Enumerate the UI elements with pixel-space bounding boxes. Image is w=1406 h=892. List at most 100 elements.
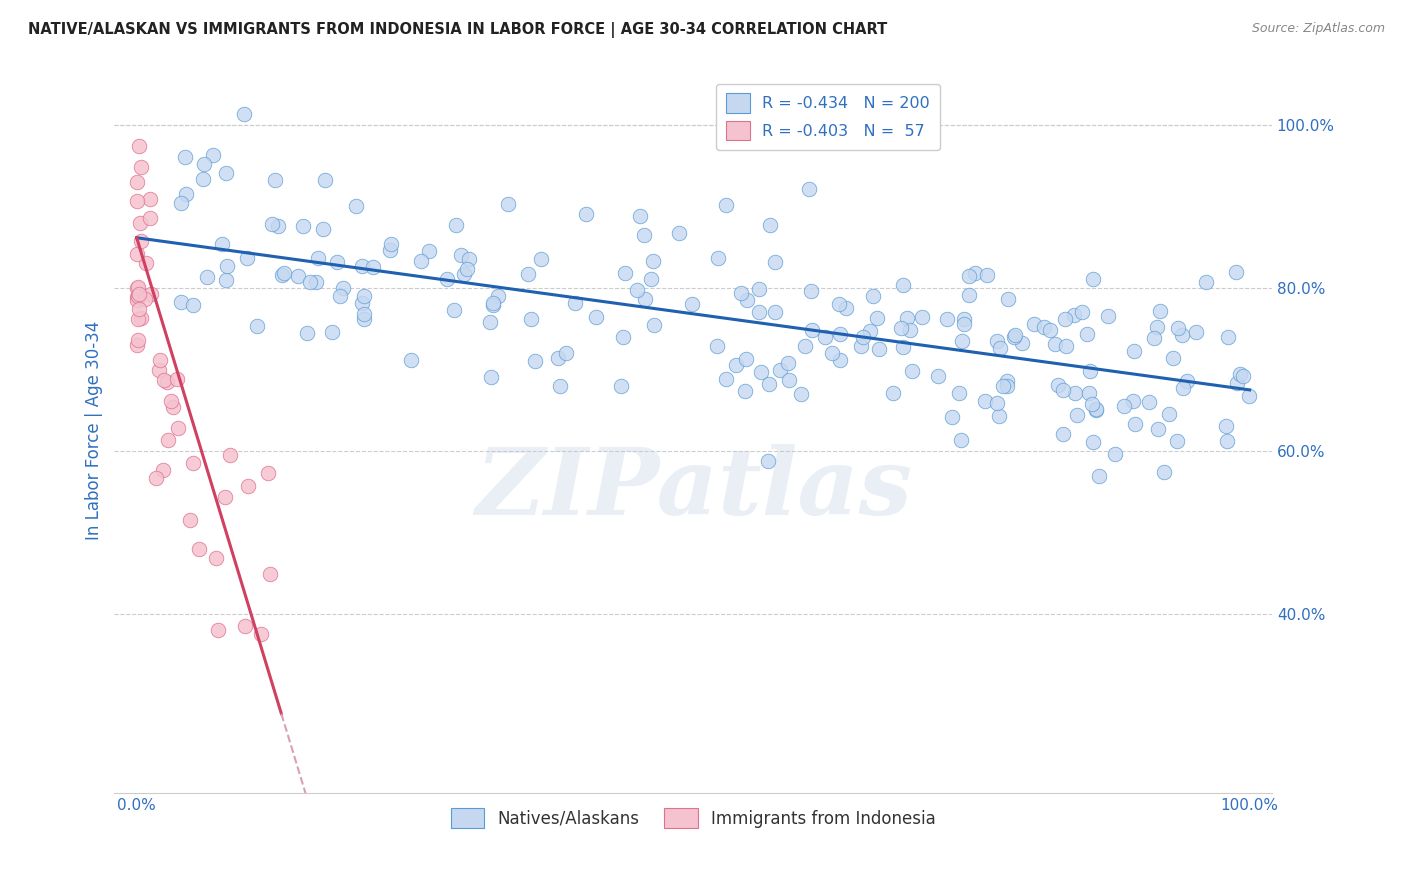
Point	[643, 318, 665, 332]
Point	[127, 194, 149, 208]
Point	[948, 386, 970, 401]
Point	[378, 244, 401, 258]
Point	[1143, 331, 1166, 345]
Point	[633, 227, 655, 242]
Point	[267, 219, 290, 233]
Point	[127, 333, 149, 347]
Point	[1054, 339, 1077, 353]
Point	[329, 289, 352, 303]
Point	[612, 330, 634, 344]
Point	[830, 353, 852, 368]
Point	[214, 490, 236, 504]
Point	[866, 311, 889, 326]
Point	[418, 244, 440, 259]
Point	[1167, 320, 1189, 334]
Point	[1052, 383, 1074, 397]
Point	[1081, 272, 1104, 286]
Point	[128, 138, 150, 153]
Point	[1195, 276, 1218, 290]
Point	[128, 301, 150, 316]
Point	[641, 254, 664, 268]
Point	[706, 339, 728, 353]
Point	[911, 310, 934, 325]
Point	[149, 352, 172, 367]
Point	[828, 326, 851, 341]
Point	[1146, 319, 1168, 334]
Point	[790, 386, 813, 401]
Point	[859, 324, 882, 338]
Point	[1149, 304, 1171, 318]
Point	[174, 186, 197, 201]
Point	[950, 433, 973, 447]
Point	[758, 377, 780, 392]
Point	[1071, 305, 1094, 319]
Point	[125, 247, 148, 261]
Point	[315, 836, 337, 850]
Point	[1170, 327, 1192, 342]
Point	[1078, 385, 1101, 400]
Point	[138, 192, 160, 206]
Point	[167, 420, 190, 434]
Point	[155, 375, 177, 389]
Point	[260, 797, 283, 812]
Point	[547, 351, 569, 366]
Point	[734, 352, 756, 367]
Point	[443, 302, 465, 317]
Point	[749, 365, 772, 379]
Point	[232, 107, 254, 121]
Point	[1087, 469, 1109, 483]
Point	[941, 410, 963, 425]
Point	[950, 334, 973, 348]
Point	[882, 385, 904, 400]
Point	[361, 867, 384, 881]
Point	[763, 255, 786, 269]
Point	[1122, 344, 1144, 359]
Text: Source: ZipAtlas.com: Source: ZipAtlas.com	[1251, 22, 1385, 36]
Point	[993, 379, 1015, 393]
Point	[456, 262, 478, 277]
Point	[898, 323, 921, 337]
Point	[797, 181, 820, 195]
Point	[202, 148, 225, 162]
Point	[997, 292, 1019, 306]
Point	[125, 337, 148, 351]
Point	[298, 275, 321, 289]
Point	[260, 217, 283, 231]
Point	[135, 256, 157, 270]
Point	[148, 362, 170, 376]
Point	[730, 286, 752, 301]
Point	[957, 269, 980, 284]
Point	[1215, 419, 1237, 434]
Point	[901, 363, 924, 377]
Point	[523, 354, 546, 368]
Point	[1232, 369, 1254, 384]
Point	[295, 326, 318, 340]
Point	[205, 551, 228, 566]
Point	[628, 209, 651, 223]
Point	[1084, 403, 1107, 417]
Point	[402, 867, 425, 881]
Point	[714, 372, 737, 386]
Point	[271, 268, 294, 282]
Point	[129, 216, 152, 230]
Point	[995, 374, 1018, 388]
Point	[1153, 465, 1175, 479]
Point	[312, 221, 335, 235]
Point	[988, 341, 1011, 355]
Point	[207, 624, 229, 638]
Point	[141, 286, 163, 301]
Point	[953, 311, 976, 326]
Point	[197, 270, 219, 285]
Point	[353, 289, 375, 303]
Point	[481, 298, 503, 312]
Point	[800, 323, 823, 337]
Point	[758, 218, 780, 232]
Point	[215, 273, 238, 287]
Point	[162, 400, 184, 414]
Point	[436, 271, 458, 285]
Point	[166, 372, 188, 386]
Point	[957, 287, 980, 301]
Point	[976, 268, 998, 282]
Point	[681, 296, 703, 310]
Text: NATIVE/ALASKAN VS IMMIGRANTS FROM INDONESIA IN LABOR FORCE | AGE 30-34 CORRELATI: NATIVE/ALASKAN VS IMMIGRANTS FROM INDONE…	[28, 22, 887, 38]
